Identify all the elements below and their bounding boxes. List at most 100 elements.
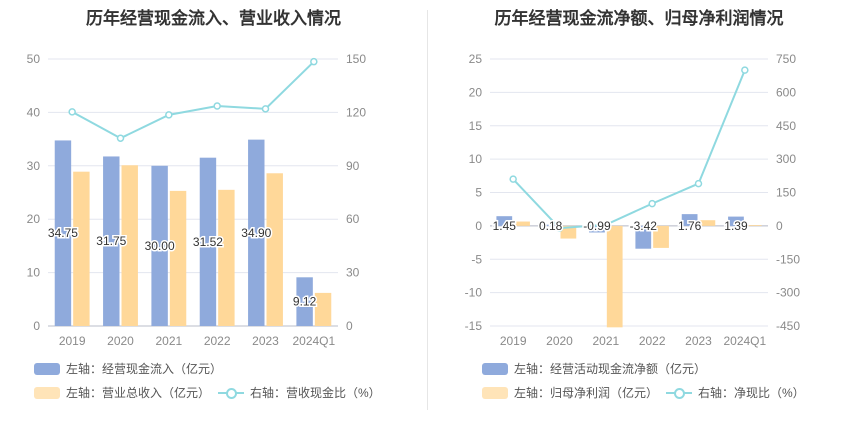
data-label: 1.76 [678, 219, 702, 233]
x-tick-label: 2021 [155, 334, 182, 348]
y-tick-label-right: -300 [776, 286, 800, 300]
bar [589, 225, 605, 233]
bar [121, 165, 138, 326]
y-tick-label-right: 120 [346, 105, 366, 119]
data-label: -3.42 [630, 219, 658, 233]
data-label: 34.75 [48, 226, 78, 240]
chart-right-panel: 历年经营现金流净额、归母净利润情况 -15 -10 -5 0 5 10 15 20 25 -450… [428, 0, 850, 437]
line-point [648, 199, 656, 208]
legend-swatch [34, 386, 60, 399]
legend-item-revenue[interactable]: 左轴：营业总收入（亿元） [34, 384, 210, 401]
x-tick-label: 2020 [546, 334, 573, 348]
legend-label: 右轴：营收现金比（%） [250, 386, 381, 400]
data-label: 1.45 [493, 219, 517, 233]
y-tick-label-right: -150 [776, 252, 800, 266]
bar [266, 173, 283, 326]
chart-left-panel: 历年经营现金流入、营业收入情况 0 10 20 30 40 50 0 30 60 90 120 150… [27, 9, 381, 401]
y-tick-label-right: 150 [776, 186, 796, 200]
bar [54, 140, 72, 326]
y-tick-label-left: 10 [27, 266, 41, 280]
legend-item-ratio[interactable]: 右轴：营收现金比（%） [218, 384, 381, 401]
x-tick-label: 2022 [639, 334, 666, 348]
series-line [71, 60, 315, 140]
chart-title: 历年经营现金流入、营业收入情况 [86, 9, 341, 28]
x-tick-label: 2023 [252, 334, 279, 348]
x-tick-label: 2020 [107, 334, 134, 348]
bar [169, 190, 187, 326]
bar [496, 216, 513, 226]
bar [73, 171, 90, 326]
y-tick-label-left: 20 [27, 212, 41, 226]
data-label: 30.00 [145, 239, 175, 253]
legend-swatch [34, 362, 60, 375]
bar [542, 224, 559, 226]
bar [248, 139, 265, 326]
panel-divider [427, 10, 428, 410]
x-tick-label: 2023 [685, 334, 712, 348]
line-point [116, 134, 125, 142]
legend-label: 左轴：经营活动现金流净额（亿元） [514, 362, 707, 376]
line-point [213, 102, 221, 110]
legend-item-net-profit[interactable]: 左轴：归母净利润（亿元） [482, 384, 658, 401]
y-tick-label-left: -15 [465, 319, 483, 333]
y-tick-label-left: 30 [27, 159, 41, 173]
legend-item-cash-inflow[interactable]: 左轴：经营现金流入（亿元） [34, 360, 222, 377]
y-tick-label-left: 40 [27, 105, 41, 119]
bar [103, 156, 120, 326]
bar [199, 157, 217, 326]
y-tick-label-right: 0 [346, 319, 353, 333]
y-tick-label-left: 15 [469, 119, 483, 133]
y-tick-label-right: 600 [776, 85, 796, 99]
chart-plot: 0 10 20 30 40 50 0 30 60 90 120 150 2019 2020 2021 2022… [27, 52, 367, 348]
y-tick-label-right: -450 [776, 319, 800, 333]
y-tick-label-left: 5 [475, 186, 482, 200]
legend-label: 左轴：经营现金流入（亿元） [66, 362, 223, 376]
bar [699, 220, 716, 226]
line-point [165, 111, 173, 119]
y-tick-label-right: 750 [776, 52, 796, 66]
line-point [741, 66, 749, 74]
bar [606, 225, 623, 328]
x-tick-label: 2024Q1 [723, 334, 766, 348]
line-point [261, 105, 270, 113]
legend-swatch [218, 387, 244, 399]
line-point [602, 221, 610, 229]
data-label: 31.75 [96, 234, 126, 248]
chart-title: 历年经营现金流净额、归母净利润情况 [494, 9, 784, 28]
y-tick-label-left: 0 [475, 219, 482, 233]
y-tick-label-right: 300 [776, 152, 796, 166]
y-tick-label-left: -10 [465, 286, 483, 300]
bar [745, 225, 762, 226]
x-tick-label: 2022 [204, 334, 231, 348]
chart-plot: -15 -10 -5 0 5 10 15 20 25 -450 -300 -150 0 150 300 450… [465, 52, 801, 348]
y-tick-label-right: 30 [346, 266, 360, 280]
data-label: 0.18 [539, 219, 563, 233]
legend-swatch [666, 387, 692, 399]
y-tick-label-left: -5 [471, 252, 482, 266]
legend-label: 左轴：营业总收入（亿元） [66, 386, 211, 400]
y-tick-label-right: 0 [776, 219, 783, 233]
line-point [509, 175, 517, 183]
y-tick-label-left: 10 [469, 152, 483, 166]
data-label: 9.12 [293, 295, 317, 309]
x-tick-label: 2024Q1 [292, 334, 335, 348]
y-tick-label-left: 50 [27, 52, 41, 66]
y-tick-label-right: 90 [346, 159, 360, 173]
bar [653, 225, 669, 248]
y-tick-label-right: 60 [346, 212, 360, 226]
legend-item-cash-ratio[interactable]: 右轴：净现比（%） [666, 384, 805, 401]
data-label: -0.99 [583, 219, 611, 233]
bar [728, 216, 744, 226]
x-tick-label: 2019 [59, 334, 86, 348]
bar [218, 189, 235, 326]
y-tick-label-right: 450 [776, 119, 796, 133]
series-line [512, 69, 746, 230]
legend-item-net-cash-flow[interactable]: 左轴：经营活动现金流净额（亿元） [482, 360, 706, 377]
legend-label: 左轴：归母净利润（亿元） [514, 386, 659, 400]
x-tick-label: 2019 [500, 334, 527, 348]
bar [514, 221, 530, 226]
bar [151, 165, 168, 326]
data-label: 1.39 [724, 219, 748, 233]
bar [314, 292, 332, 326]
data-label: 34.90 [241, 226, 271, 240]
